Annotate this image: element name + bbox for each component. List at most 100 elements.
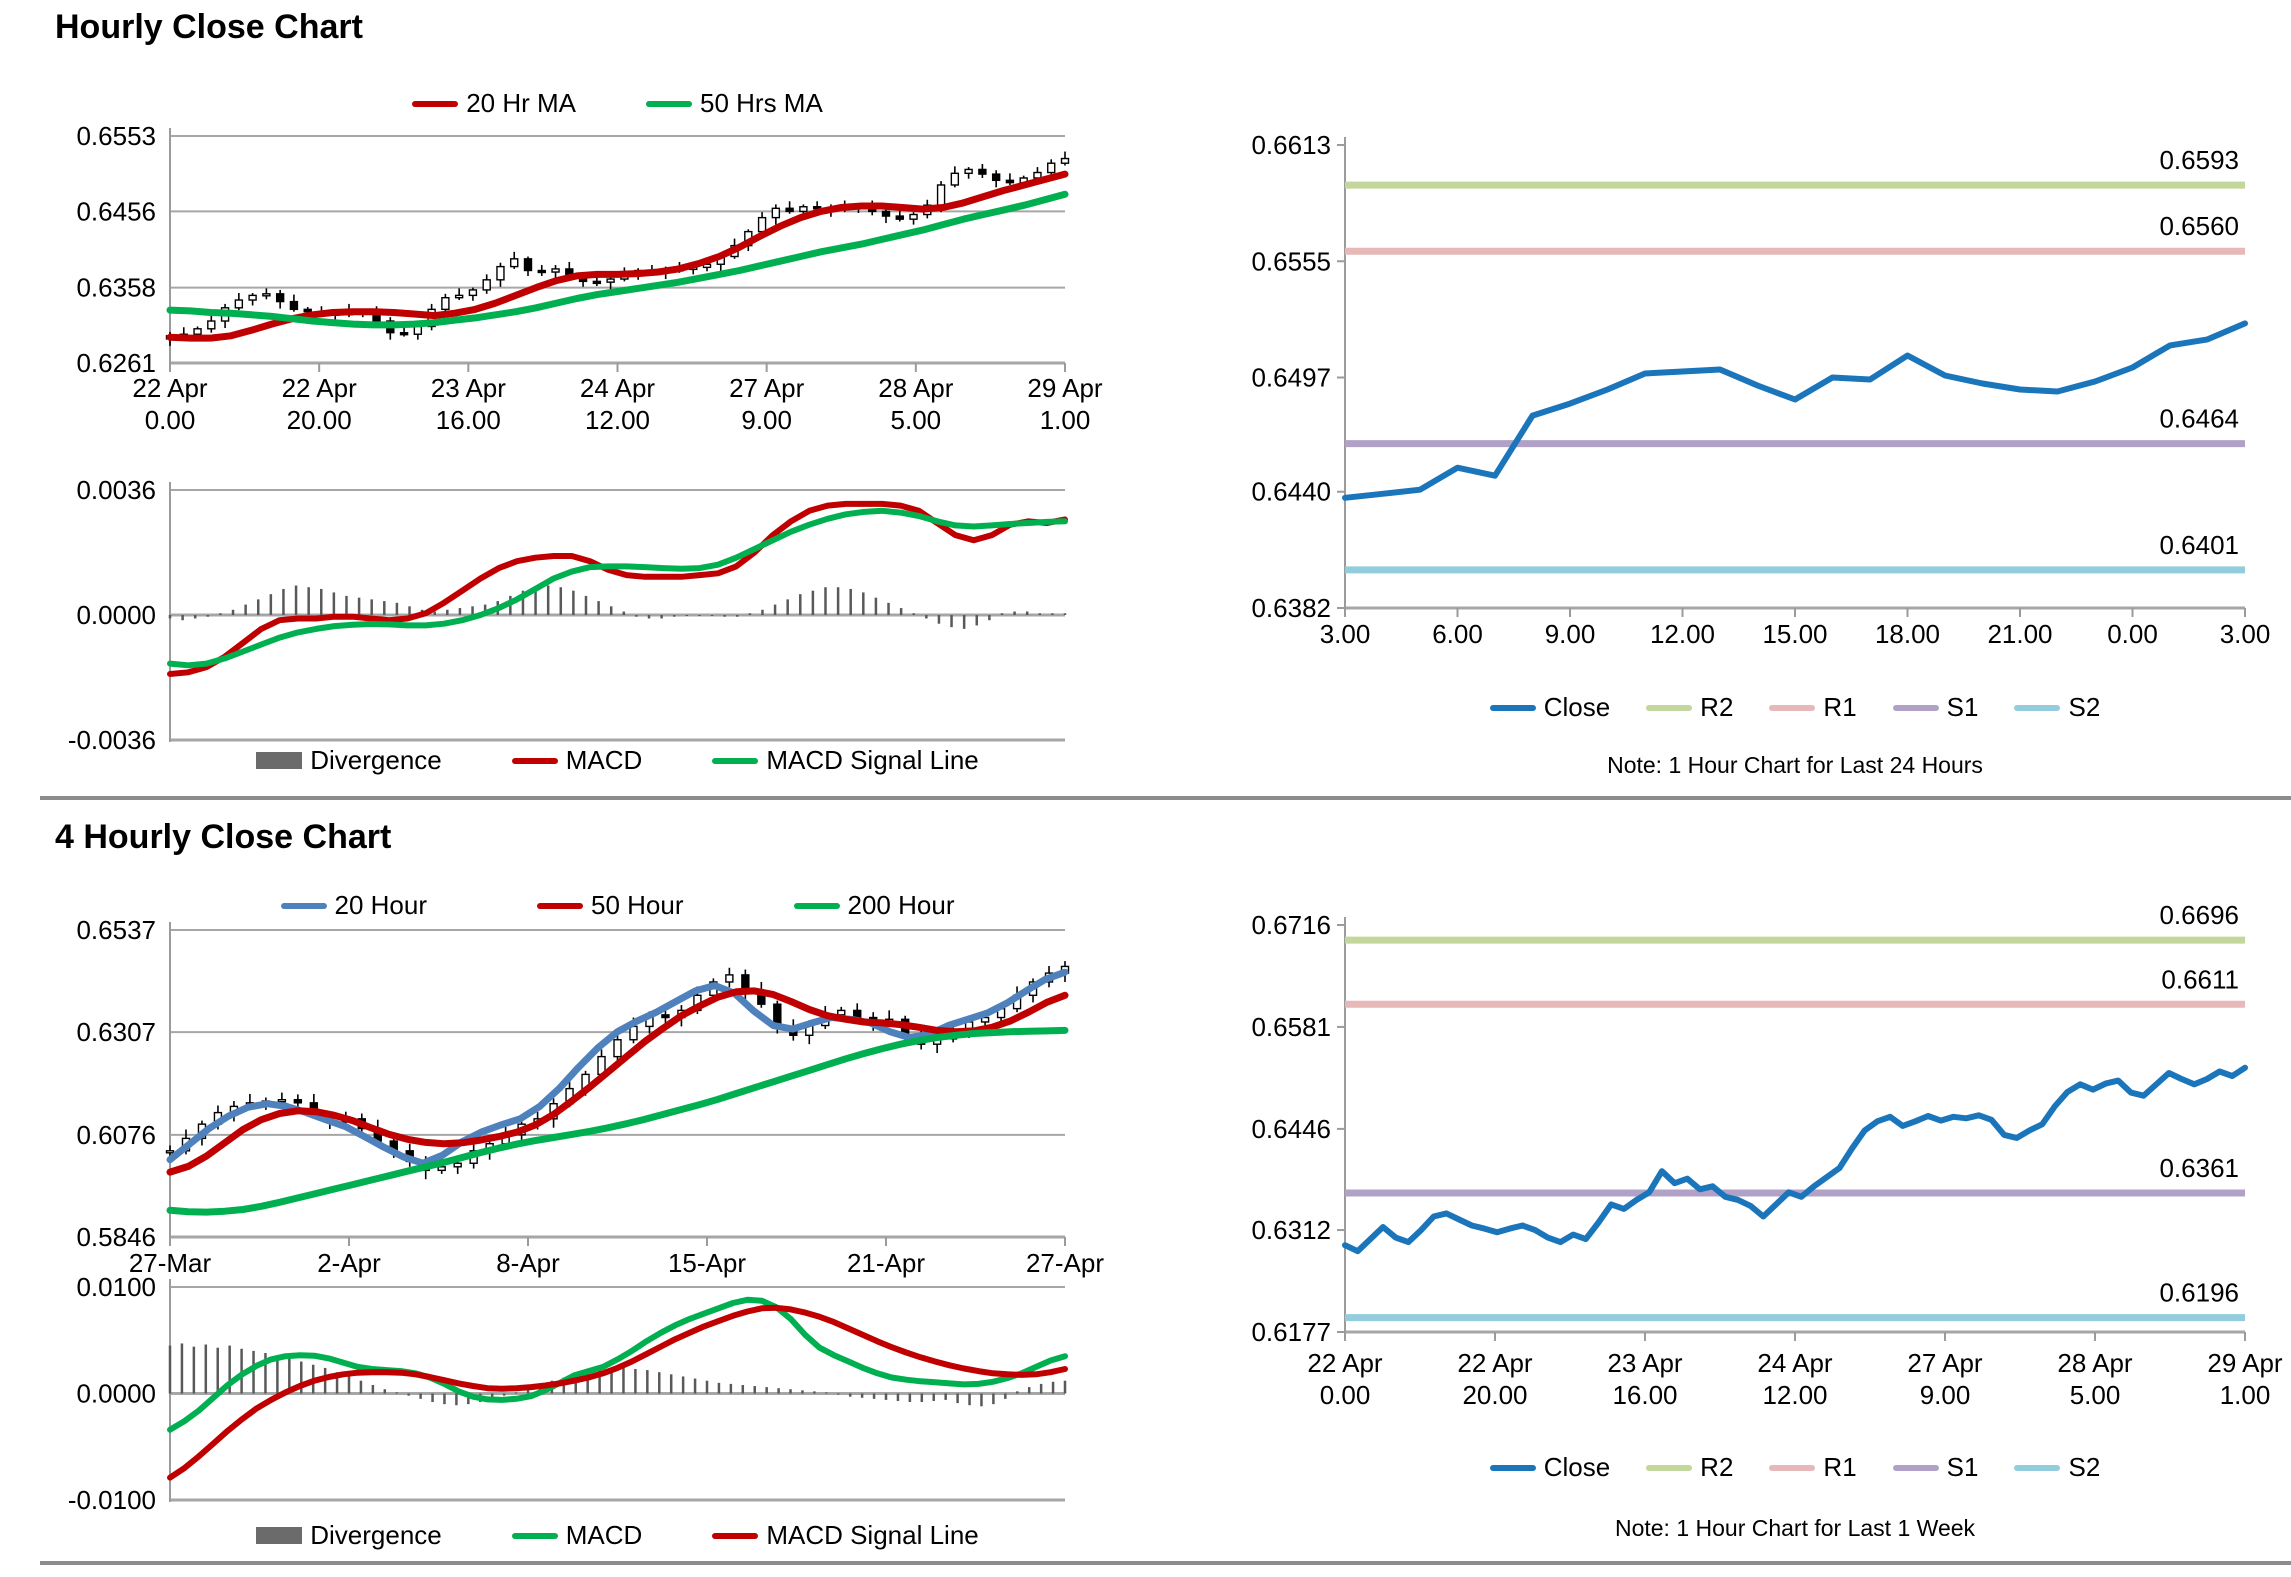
legend-line-swatch-icon xyxy=(1489,704,1536,711)
candle-up xyxy=(606,278,615,283)
y-tick-label: 0.0000 xyxy=(76,1379,156,1409)
macd-divergence-bar xyxy=(956,1393,959,1404)
candle-down xyxy=(1005,179,1015,184)
series-line-20-hr-ma xyxy=(166,170,1069,342)
macd-divergence-bar xyxy=(634,1369,637,1394)
macd-divergence-bar xyxy=(685,615,689,617)
macd-divergence-bar xyxy=(753,1386,756,1394)
macd-divergence-bar xyxy=(586,1371,589,1394)
legend-item-s1: S1 xyxy=(1892,692,1978,723)
x-tick-label: 9.00 xyxy=(741,405,792,435)
candle-up xyxy=(613,1039,622,1058)
macd-divergence-bar xyxy=(723,615,726,617)
macd-divergence-bar xyxy=(231,609,235,615)
macd-divergence-bar xyxy=(622,611,626,615)
macd-divergence-bar xyxy=(219,613,222,615)
legend-item-s2: S2 xyxy=(2014,1452,2100,1483)
macd-divergence-bar xyxy=(572,590,575,615)
macd-divergence-bar xyxy=(1051,1381,1055,1394)
legend-line-swatch-icon xyxy=(1892,1464,1939,1471)
legend-item-20-hr-ma: 20 Hr MA xyxy=(412,88,576,119)
macd-divergence-bar xyxy=(698,615,701,617)
x-tick-label: 15.00 xyxy=(1762,619,1827,649)
candle-down xyxy=(661,1014,670,1019)
macd-divergence-bar xyxy=(681,1376,685,1394)
legend-label: 20 Hour xyxy=(334,890,428,920)
legend-item-r1: R1 xyxy=(1769,692,1857,723)
macd-divergence-bar xyxy=(168,1345,172,1394)
legend-label: Close xyxy=(1543,692,1611,722)
macd-divergence-bar xyxy=(729,1383,733,1394)
macd-divergence-bar xyxy=(975,615,979,626)
candle-up xyxy=(725,974,734,983)
pivot-label-S1: 0.6361 xyxy=(2159,1153,2239,1183)
macd-divergence-bar xyxy=(597,601,600,615)
hourly-macd-legend: Divergence MACD MACD Signal Line xyxy=(170,745,1065,776)
x-tick-label: 9.00 xyxy=(1920,1380,1971,1410)
macd-divergence-bar xyxy=(717,1382,721,1394)
macd-divergence-bar xyxy=(240,1348,243,1394)
x-tick-label: 28 Apr xyxy=(2057,1348,2133,1378)
series-line-macd xyxy=(167,1296,1068,1433)
candle-down xyxy=(303,308,312,313)
x-tick-label: 27-Apr xyxy=(1026,1248,1104,1278)
x-tick-label: 0.00 xyxy=(2107,619,2158,649)
macd-divergence-bar xyxy=(950,615,953,628)
x-tick-label: 12.00 xyxy=(1650,619,1715,649)
candle-down xyxy=(812,206,822,210)
legend-item-r2: R2 xyxy=(1646,1452,1733,1483)
candle-up xyxy=(799,206,808,213)
macd-divergence-bar xyxy=(1027,1387,1031,1394)
legend-label: MACD xyxy=(565,745,643,775)
pivot-label-R1: 0.6560 xyxy=(2159,211,2239,241)
macd-divergence-bar xyxy=(849,588,852,615)
macd-divergence-bar xyxy=(307,587,310,615)
macd-divergence-bar xyxy=(988,615,991,621)
candle-up xyxy=(1060,157,1070,164)
legend-item-close: Close xyxy=(1489,692,1611,723)
weekly-pivot-legend: Close R2 R1 S1 S2 xyxy=(1345,1452,2245,1483)
candle-up xyxy=(510,258,519,268)
macd-divergence-bar xyxy=(799,594,802,615)
macd-divergence-bar xyxy=(610,1367,613,1394)
macd-divergence-bar xyxy=(1038,613,1042,615)
legend-item-divergence: Divergence xyxy=(256,1520,442,1551)
legend-label: 50 Hrs MA xyxy=(700,88,823,118)
x-tick-label: 22 Apr xyxy=(282,373,358,403)
four-hourly-macd-legend: Divergence MACD MACD Signal Line xyxy=(170,1520,1065,1551)
candle-up xyxy=(771,207,781,219)
x-tick-label: 2-Apr xyxy=(317,1248,381,1278)
macd-divergence-bar xyxy=(216,1347,219,1394)
macd-divergence-bar xyxy=(383,1389,387,1394)
macd-divergence-bar xyxy=(789,1389,792,1394)
y-tick-label: 0.6358 xyxy=(76,273,156,303)
y-tick-label: 0.6446 xyxy=(1251,1114,1331,1144)
x-tick-label: 27 Apr xyxy=(1907,1348,1983,1378)
macd-divergence-bar xyxy=(761,609,764,615)
macd-divergence-bar xyxy=(546,585,550,615)
y-tick-label: 0.6581 xyxy=(1251,1012,1331,1042)
macd-divergence-bar xyxy=(538,1384,542,1394)
macd-divergence-bar xyxy=(395,602,399,615)
legend-label: R1 xyxy=(1823,1452,1857,1482)
macd-divergence-bar xyxy=(228,1345,231,1394)
hourly-price-legend: 20 Hr MA 50 Hrs MA xyxy=(170,88,1065,119)
macd-divergence-bar xyxy=(359,1380,363,1394)
legend-line-swatch-icon xyxy=(511,1532,558,1539)
candle-up xyxy=(837,1009,846,1016)
macd-divergence-bar xyxy=(180,1343,184,1394)
pivot-label-S2: 0.6401 xyxy=(2159,530,2239,560)
macd-divergence-bar xyxy=(584,595,588,615)
candle-up xyxy=(629,1025,638,1041)
macd-divergence-bar xyxy=(269,594,273,615)
x-tick-label: 27-Mar xyxy=(129,1248,212,1278)
macd-divergence-bar xyxy=(294,585,298,615)
four-hourly-macd-chart: 0.0100 0.0000 -0.0100 xyxy=(68,1272,1068,1515)
x-tick-label: 15-Apr xyxy=(668,1248,746,1278)
macd-divergence-bar xyxy=(968,1393,971,1406)
legend-label: MACD Signal Line xyxy=(766,745,979,775)
legend-label: S2 xyxy=(2068,692,2101,722)
x-tick-label: 23 Apr xyxy=(431,373,507,403)
